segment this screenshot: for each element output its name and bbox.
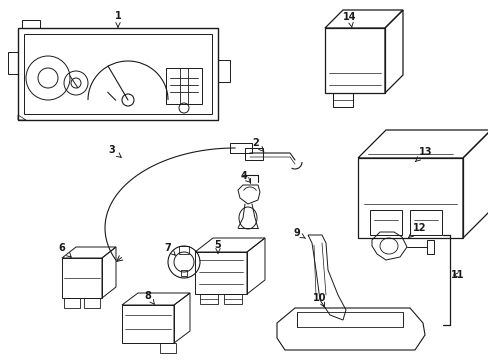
Bar [244, 148, 263, 160]
Bar [64, 298, 80, 308]
Bar [296, 312, 402, 327]
Text: 8: 8 [144, 291, 154, 304]
Bar [181, 270, 186, 276]
Text: 2: 2 [252, 138, 264, 152]
Bar [165, 68, 202, 104]
Bar [84, 298, 100, 308]
Bar [179, 246, 189, 254]
Bar [195, 252, 246, 294]
Bar [409, 210, 441, 235]
Text: 14: 14 [343, 12, 356, 28]
Text: 10: 10 [313, 293, 326, 307]
Bar [332, 93, 352, 100]
Text: 7: 7 [164, 243, 175, 255]
Bar [224, 294, 242, 304]
Bar [160, 343, 176, 353]
Bar [332, 93, 352, 107]
Bar [200, 294, 218, 304]
Bar [22, 20, 40, 28]
Bar [24, 34, 212, 114]
Bar [325, 28, 384, 93]
Text: 5: 5 [214, 240, 221, 253]
Text: 12: 12 [407, 223, 426, 238]
Bar [357, 158, 462, 238]
Bar [218, 60, 229, 82]
Bar [8, 52, 18, 74]
Bar [62, 258, 102, 298]
Text: 4: 4 [240, 171, 250, 183]
Bar [18, 28, 218, 120]
Text: 1: 1 [114, 11, 121, 27]
Text: 11: 11 [450, 270, 464, 280]
Bar [229, 143, 251, 153]
Bar [122, 305, 174, 343]
Bar [369, 210, 401, 235]
Text: 13: 13 [414, 147, 432, 162]
Text: 3: 3 [108, 145, 121, 157]
Text: 9: 9 [293, 228, 305, 238]
Text: 6: 6 [59, 243, 71, 257]
